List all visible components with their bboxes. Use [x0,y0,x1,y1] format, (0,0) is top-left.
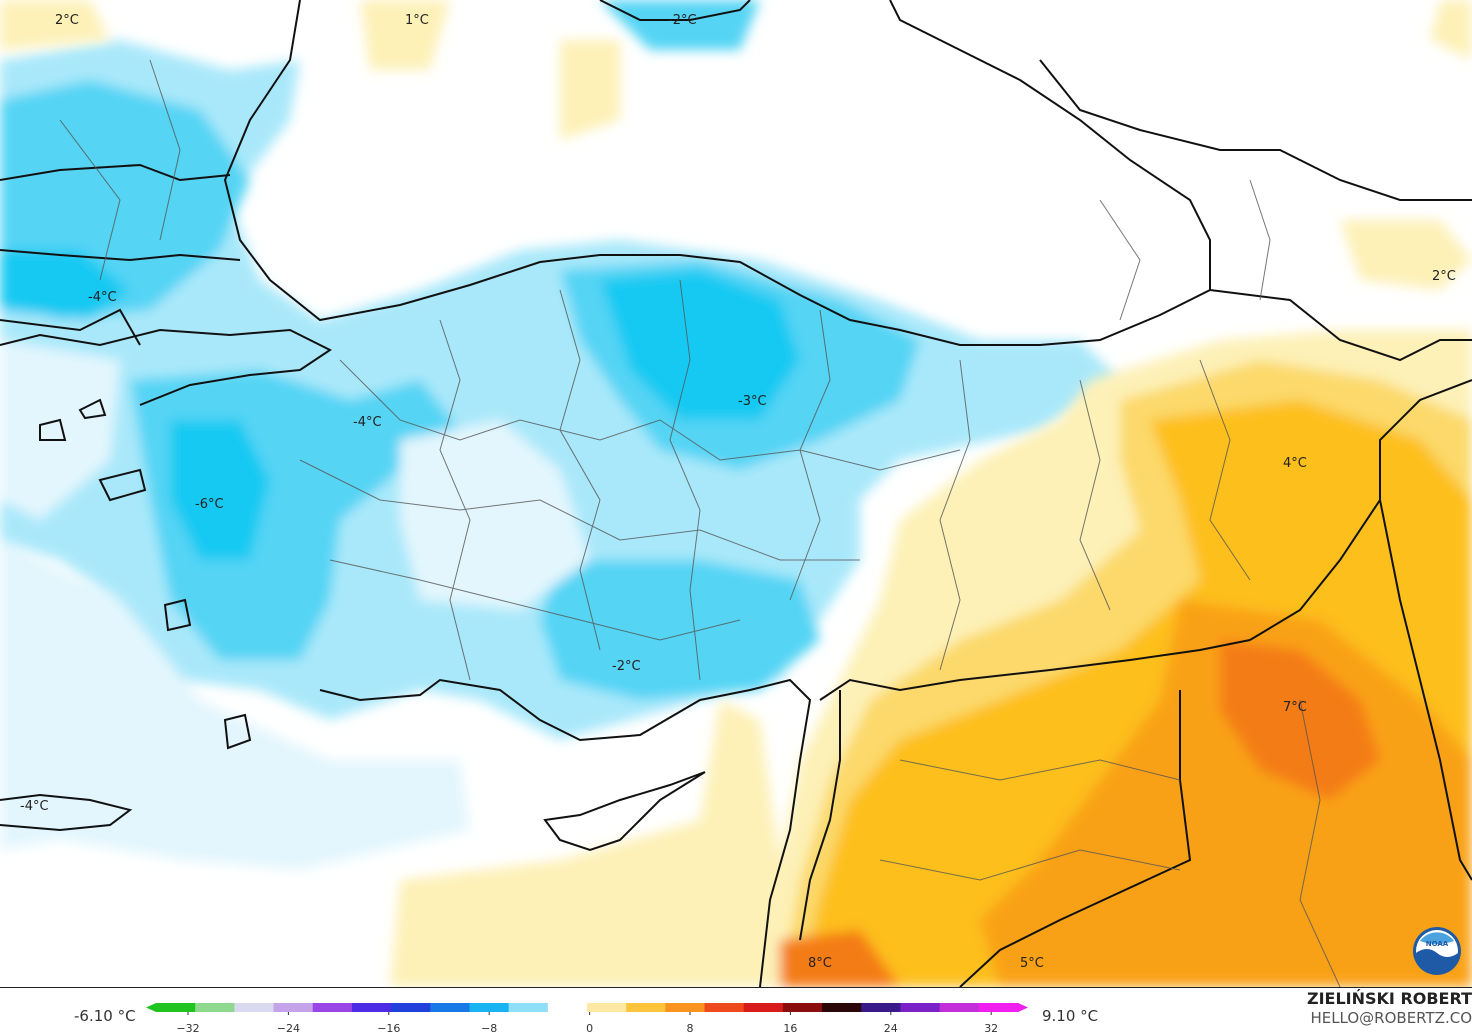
temperature-map: 2°C 1°C -2°C 2°C -4°C -3°C -4°C -6°C 4°C -2°C -4°C… [0,0,1472,987]
colorbar-cell [469,1003,510,1012]
credit-author: ZIELIŃSKI ROBERT [1306,989,1472,1008]
coastlines [0,0,1211,987]
max-temperature-value: 9.10 °C [1042,1007,1099,1025]
min-temperature-value: -6.10 °C [74,1007,136,1025]
colorbar-tick-label: 0 [586,1022,593,1035]
colorbar-tick-label: 24 [884,1022,898,1035]
temperature-label-t-caucasus: 2°C [1432,269,1456,284]
temperature-label-t-crete: -4°C [20,799,49,814]
colorbar-cell [391,1003,431,1012]
colorbar-cell [156,1003,196,1012]
colorbar-cell [939,1003,980,1012]
map-footer: -6.10 °C −32 −24 −16 −8 0 8 16 24 32 9.10 °C ZIE… [0,987,1472,1036]
temperature-label-t-nw-corner: 2°C [55,13,79,28]
colorbar-max-arrow [1018,1003,1028,1012]
colorbar-cell [822,1003,862,1012]
colorbar-cell [782,1003,823,1012]
colorbar-tick-label: −16 [377,1022,400,1035]
colorbar-cell [978,1003,1019,1012]
temperature-label-t-syria-desert: 5°C [1020,956,1044,971]
colorbar-cell [508,1003,549,1012]
colorbar-cell [900,1003,941,1012]
cold-temperature-field [0,0,1220,870]
colorbar-cell [665,1003,706,1012]
temperature-label-t-northern-anatolia: -3°C [738,394,767,409]
colorbar-cell [704,1003,745,1012]
temperature-label-t-levant: 8°C [808,956,832,971]
colorbar-cell [587,1003,627,1012]
temperature-label-t-bulgaria: -4°C [88,290,117,305]
temperature-label-t-crimea: -2°C [668,13,697,28]
colorbar-tick-label: −8 [481,1022,497,1035]
colorbar-cell [430,1003,470,1012]
colorbar-cell [861,1003,901,1012]
colorbar-cell [351,1003,392,1012]
temperature-label-t-aegean: -6°C [195,497,224,512]
colorbar-cell [273,1003,314,1012]
colorbar-cell [547,1003,588,1012]
colorbar-tick-label: −32 [176,1022,199,1035]
province-boundaries [59,59,1341,987]
colorbar-cell [312,1003,353,1012]
colorbar-tick-label: −24 [277,1022,300,1035]
noaa-logo: NOAA [1413,927,1461,975]
colorbar-cell [195,1003,235,1012]
colorbar-cell [626,1003,666,1012]
colorbar-cell [234,1003,275,1012]
temperature-labels: 2°C 1°C -2°C 2°C -4°C -3°C -4°C -6°C 4°C -2°C -4°C… [20,13,1456,971]
colorbar-cell [743,1003,784,1012]
temperature-colorbar: −32 −24 −16 −8 0 8 16 24 32 [146,1003,1028,1035]
temperature-label-t-western-anatolia: -4°C [353,415,382,430]
colorbar-min-arrow [146,1003,156,1012]
temperature-label-t-northern-iraq: 7°C [1283,700,1307,715]
colorbar-tick-label: 8 [687,1022,694,1035]
colorbar-tick-label: 16 [783,1022,797,1035]
warm-temperature-field [0,0,1472,987]
svg-text:NOAA: NOAA [1426,940,1449,948]
country-borders [0,59,1472,987]
temperature-label-t-crimea-west: 1°C [405,13,429,28]
colorbar-tick-label: 32 [984,1022,998,1035]
temperature-label-t-eastern-anatolia: 4°C [1283,456,1307,471]
temperature-label-t-southern-anatolia: -2°C [612,659,641,674]
credit-email: HELLO@ROBERTZ.CO [1310,1009,1472,1027]
